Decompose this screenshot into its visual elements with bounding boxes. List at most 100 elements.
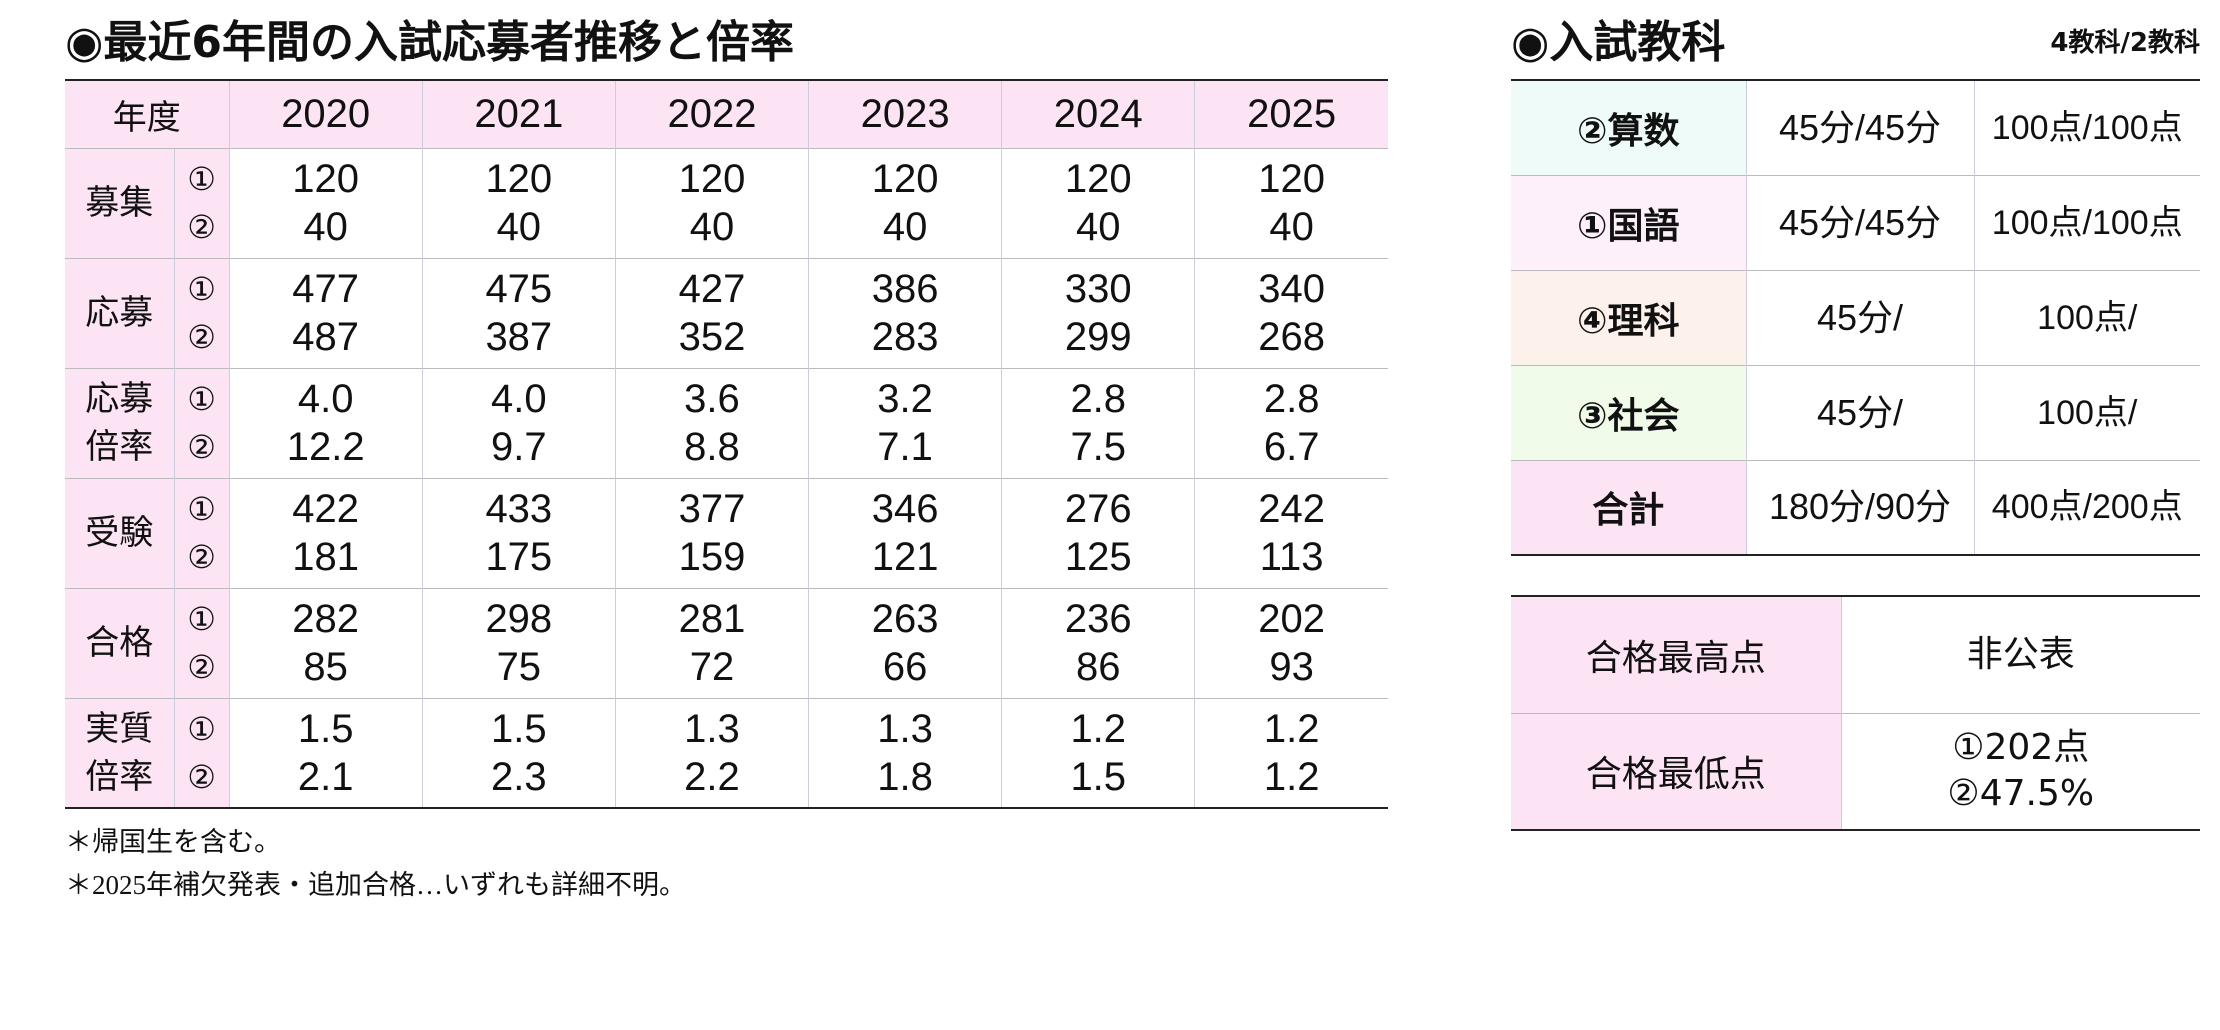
value: 281 <box>678 597 746 641</box>
value-cell: 377 159 <box>614 477 809 588</box>
value: 72 <box>689 645 735 689</box>
value: 1.2 <box>1070 706 1127 751</box>
result-label: 合格最低点 <box>1511 712 1841 830</box>
value: 1.2 <box>1263 706 1320 751</box>
subject-row: ④理科 45分/100点/ <box>1511 269 2200 365</box>
value: 377 <box>678 487 746 531</box>
value: 40 <box>496 205 542 249</box>
value: 8.8 <box>684 425 740 469</box>
subject-row: 合計 180分/90分 400点/200点 <box>1511 459 2200 555</box>
value: 1.3 <box>877 706 933 751</box>
subject-note: 4教科/2教科 <box>2050 28 2200 58</box>
value: 113 <box>1259 535 1324 579</box>
value-cell: 1.2 1.2 <box>1194 697 1388 808</box>
value: 40 <box>689 205 735 249</box>
data-row: 募集 ① ② 120 40 120 40 120 40 120 40 120 40 120 40 <box>65 147 1388 258</box>
result-table: 合格最高点 非公表 合格最低点 ①202点 ②47.5% <box>1511 595 2200 831</box>
value: 1.3 <box>684 706 740 751</box>
value: 75 <box>496 645 542 689</box>
value: 1.2 <box>1263 754 1320 799</box>
row-label-line: 倍率 <box>85 756 154 797</box>
value-cell: 475 387 <box>421 257 616 368</box>
result-value: 非公表 <box>1840 595 2200 713</box>
row-label: 応募 <box>65 257 175 368</box>
value-cell: 346 121 <box>808 477 1002 588</box>
value: 387 <box>485 315 553 359</box>
value: 12.2 <box>286 425 365 469</box>
value: 242 <box>1258 487 1326 531</box>
value-cell: 2.8 7.5 <box>1001 367 1195 478</box>
value: 3.2 <box>877 377 933 421</box>
subject-score: 100点/ <box>1973 364 2200 460</box>
value: 268 <box>1258 315 1326 359</box>
value-cell: 242 113 <box>1194 477 1388 588</box>
value: 159 <box>678 535 746 579</box>
row-label-line: 倍率 <box>85 427 154 467</box>
value: 40 <box>882 205 928 249</box>
value: 86 <box>1075 645 1121 689</box>
value: 9.7 <box>491 425 547 469</box>
value: 346 <box>871 487 939 531</box>
value: 120 <box>485 157 553 201</box>
value: 263 <box>871 597 939 641</box>
sub-label: ② <box>187 757 216 796</box>
value-cell: 330 299 <box>1001 257 1195 368</box>
value: 66 <box>882 645 928 689</box>
value: 487 <box>292 315 360 359</box>
value: 427 <box>678 267 746 311</box>
value-cell: 422 181 <box>228 477 423 588</box>
subject-time: 180分/90分 <box>1745 459 1974 555</box>
subject-score: 400点/200点 <box>1973 459 2200 555</box>
subject-table: ②算数 45分/45分 100点/100点 ①国語 45分/45分 100点/100点 ④理… <box>1511 79 2200 556</box>
sub-label: ① <box>187 380 216 418</box>
data-row: 受験 ① ② 422 181 433 175 377 159 346 121 276 125 242 113 <box>65 477 1388 588</box>
subject-name: ③社会 <box>1511 364 1746 460</box>
value-cell: 2.8 6.7 <box>1194 367 1388 478</box>
row-label-line: 応募 <box>85 293 154 333</box>
subject-row: ②算数 45分/45分 100点/100点 <box>1511 79 2200 175</box>
value-cell: 120 40 <box>1194 147 1388 258</box>
value: 299 <box>1064 315 1132 359</box>
value-cell: 427 352 <box>614 257 809 368</box>
value-cell: 263 66 <box>808 587 1002 698</box>
value: 2.2 <box>684 754 740 799</box>
subject-name: 合計 <box>1511 459 1746 555</box>
value: 282 <box>292 597 360 641</box>
value: 120 <box>871 157 939 201</box>
value-cell: 298 75 <box>421 587 616 698</box>
result-line: ②47.5% <box>1947 773 2095 815</box>
value-cell: 1.5 2.1 <box>228 697 423 808</box>
value: 181 <box>292 535 360 579</box>
value: 2.8 <box>1263 377 1320 421</box>
value: 120 <box>1258 157 1326 201</box>
sub-label: ② <box>187 428 216 466</box>
row-label-line: 募集 <box>85 183 154 223</box>
value: 121 <box>871 535 939 579</box>
left-title: ◉最近6年間の入試応募者推移と倍率 <box>65 17 795 68</box>
value: 433 <box>485 487 553 531</box>
sub-label: ② <box>187 208 216 246</box>
row-label-line: 合格 <box>85 623 154 663</box>
subject-row: ③社会 45分/100点/ <box>1511 364 2200 460</box>
value-cell: 236 86 <box>1001 587 1195 698</box>
value-cell: 281 72 <box>614 587 809 698</box>
value-cell: 1.3 2.2 <box>614 697 809 808</box>
value: 40 <box>303 205 348 249</box>
result-line: ①202点 <box>1952 727 2090 769</box>
value-cell: 3.2 7.1 <box>808 367 1002 478</box>
value-cell: 4.0 9.7 <box>421 367 616 478</box>
sub-label: ① <box>187 270 216 308</box>
value: 7.5 <box>1070 425 1127 469</box>
year: 2023 <box>808 79 1002 148</box>
result-line: 非公表 <box>1966 633 2075 675</box>
value: 175 <box>485 535 553 579</box>
value-cell: 340 268 <box>1194 257 1388 368</box>
row-label-line: 応募 <box>85 379 154 419</box>
value: 2.3 <box>491 754 547 799</box>
value-cell: 120 40 <box>808 147 1002 258</box>
value: 6.7 <box>1263 425 1320 469</box>
value: 352 <box>678 315 746 359</box>
year: 2021 <box>421 79 616 148</box>
